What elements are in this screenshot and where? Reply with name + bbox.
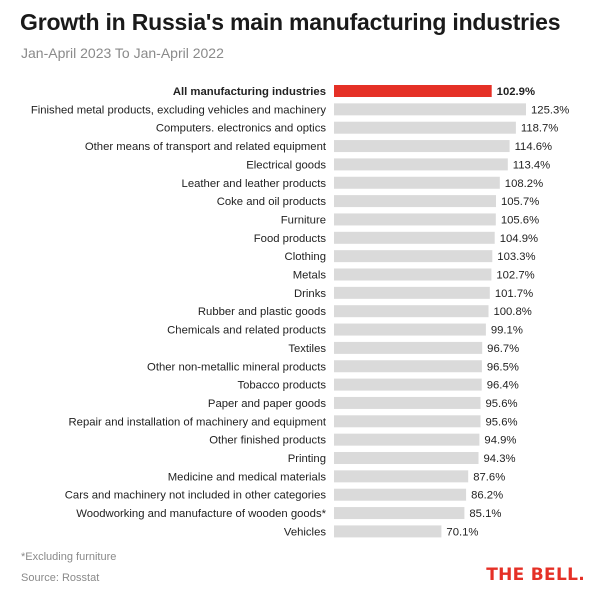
bar-rubber-and-plastic-goods bbox=[334, 305, 489, 318]
bar-cars-and-machinery-not-included-in-other-categories bbox=[334, 488, 467, 501]
bar-finished-metal-products-excluding-vehicles-and-machinery bbox=[334, 103, 526, 116]
value-label-other-non-metallic-mineral-products: 96.5% bbox=[487, 361, 519, 373]
value-label-other-means-of-transport-and-related-equipment: 114.6% bbox=[515, 141, 552, 153]
value-label-finished-metal-products-excluding-vehicles-and-machinery: 125.3% bbox=[531, 104, 569, 116]
chart-subtitle: Jan-April 2023 To Jan-April 2022 bbox=[21, 45, 224, 61]
category-label-printing: Printing bbox=[288, 453, 326, 465]
category-label-cars-and-machinery-not-included-in-other-categories: Cars and machinery not included in other… bbox=[65, 490, 327, 502]
category-label-vehicles: Vehicles bbox=[284, 526, 326, 538]
bar-woodworking-and-manufacture-of-wooden-goods bbox=[334, 507, 465, 520]
bar-furniture bbox=[334, 213, 496, 226]
category-label-other-non-metallic-mineral-products: Other non-metallic mineral products bbox=[147, 361, 326, 373]
bar-repair-and-installation-of-machinery-and-equipment bbox=[334, 415, 481, 428]
category-label-clothing: Clothing bbox=[285, 251, 326, 263]
category-label-other-means-of-transport-and-related-equipment: Other means of transport and related equ… bbox=[85, 141, 327, 153]
value-label-repair-and-installation-of-machinery-and-equipment: 95.6% bbox=[485, 416, 517, 428]
value-label-furniture: 105.6% bbox=[501, 214, 539, 226]
category-label-furniture: Furniture bbox=[281, 214, 326, 226]
value-label-medicine-and-medical-materials: 87.6% bbox=[473, 471, 505, 483]
category-label-electrical-goods: Electrical goods bbox=[246, 159, 326, 171]
category-label-all-manufacturing-industries: All manufacturing industries bbox=[173, 86, 326, 98]
bar-vehicles bbox=[334, 525, 442, 538]
category-label-other-finished-products: Other finished products bbox=[209, 435, 326, 447]
bar-tobacco-products bbox=[334, 378, 482, 391]
value-label-cars-and-machinery-not-included-in-other-categories: 86.2% bbox=[471, 490, 503, 502]
category-label-rubber-and-plastic-goods: Rubber and plastic goods bbox=[198, 306, 326, 318]
category-label-textiles: Textiles bbox=[288, 343, 326, 355]
bar-textiles bbox=[334, 341, 483, 354]
bar-computers-electronics-and-optics bbox=[334, 121, 516, 134]
category-label-paper-and-paper-goods: Paper and paper goods bbox=[208, 398, 326, 410]
bar-medicine-and-medical-materials bbox=[334, 470, 469, 483]
bar-other-means-of-transport-and-related-equipment bbox=[334, 140, 510, 153]
category-label-coke-and-oil-products: Coke and oil products bbox=[217, 196, 327, 208]
bar-other-non-metallic-mineral-products bbox=[334, 360, 482, 373]
value-label-tobacco-products: 96.4% bbox=[487, 380, 519, 392]
value-label-textiles: 96.7% bbox=[487, 343, 519, 355]
bar-leather-and-leather-products bbox=[334, 176, 500, 189]
chart-title: Growth in Russia's main manufacturing in… bbox=[20, 9, 561, 35]
value-label-printing: 94.3% bbox=[483, 453, 515, 465]
category-label-metals: Metals bbox=[293, 270, 327, 282]
bar-drinks bbox=[334, 286, 490, 299]
value-label-rubber-and-plastic-goods: 100.8% bbox=[493, 306, 531, 318]
category-label-food-products: Food products bbox=[254, 233, 327, 245]
value-label-leather-and-leather-products: 108.2% bbox=[505, 178, 543, 190]
bar-chart: All manufacturing industries 102.9% Finish… bbox=[31, 85, 569, 538]
bar-printing bbox=[334, 452, 479, 464]
category-label-finished-metal-products-excluding-vehicles-and-machinery: Finished metal products, excluding vehic… bbox=[31, 104, 326, 116]
category-label-computers-electronics-and-optics: Computers. electronics and optics bbox=[156, 123, 327, 135]
category-label-repair-and-installation-of-machinery-and-equipment: Repair and installation of machinery and… bbox=[69, 416, 327, 428]
value-label-chemicals-and-related-products: 99.1% bbox=[491, 325, 523, 337]
category-label-chemicals-and-related-products: Chemicals and related products bbox=[167, 325, 326, 337]
source-note: Source: Rosstat bbox=[21, 572, 100, 584]
bar-metals bbox=[334, 268, 492, 281]
bar-all-manufacturing-industries bbox=[334, 85, 492, 97]
bar-other-finished-products bbox=[334, 433, 480, 446]
value-label-computers-electronics-and-optics: 118.7% bbox=[521, 123, 558, 135]
bar-paper-and-paper-goods bbox=[334, 396, 481, 409]
value-label-vehicles: 70.1% bbox=[446, 526, 478, 538]
bar-food-products bbox=[334, 231, 495, 244]
bar-electrical-goods bbox=[334, 158, 508, 171]
category-label-tobacco-products: Tobacco products bbox=[237, 380, 326, 392]
value-label-drinks: 101.7% bbox=[495, 288, 533, 300]
value-label-coke-and-oil-products: 105.7% bbox=[501, 196, 539, 208]
category-label-leather-and-leather-products: Leather and leather products bbox=[182, 178, 327, 190]
value-label-other-finished-products: 94.9% bbox=[484, 435, 516, 447]
bar-chemicals-and-related-products bbox=[334, 323, 486, 336]
value-label-food-products: 104.9% bbox=[500, 233, 538, 245]
value-label-paper-and-paper-goods: 95.6% bbox=[485, 398, 517, 410]
value-label-clothing: 103.3% bbox=[497, 251, 535, 263]
value-label-metals: 102.7% bbox=[496, 270, 534, 282]
bar-coke-and-oil-products bbox=[334, 195, 496, 208]
bar-clothing bbox=[334, 250, 493, 263]
value-label-all-manufacturing-industries: 102.9% bbox=[497, 86, 535, 98]
the-bell-logo: THE BELL. bbox=[486, 565, 585, 585]
value-label-electrical-goods: 113.4% bbox=[513, 159, 550, 171]
category-label-medicine-and-medical-materials: Medicine and medical materials bbox=[168, 471, 327, 483]
category-label-woodworking-and-manufacture-of-wooden-goods: Woodworking and manufacture of wooden go… bbox=[76, 508, 326, 520]
value-label-woodworking-and-manufacture-of-wooden-goods: 85.1% bbox=[469, 508, 501, 520]
footnote: *Excluding furniture bbox=[21, 551, 117, 563]
category-label-drinks: Drinks bbox=[294, 288, 326, 300]
